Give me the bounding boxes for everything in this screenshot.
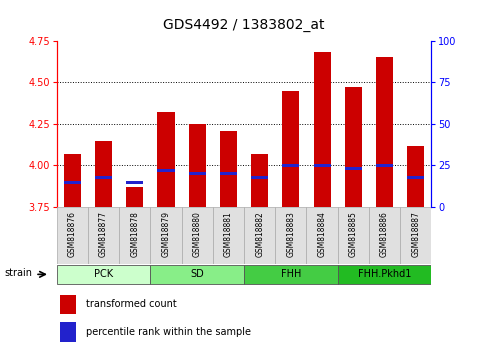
Text: GSM818885: GSM818885 bbox=[349, 211, 358, 257]
FancyBboxPatch shape bbox=[244, 265, 338, 284]
Text: GSM818882: GSM818882 bbox=[255, 211, 264, 257]
FancyBboxPatch shape bbox=[275, 207, 307, 264]
FancyBboxPatch shape bbox=[88, 207, 119, 264]
Text: GSM818887: GSM818887 bbox=[411, 211, 420, 257]
FancyBboxPatch shape bbox=[119, 207, 150, 264]
Bar bbox=[251, 154, 268, 207]
Text: transformed count: transformed count bbox=[86, 299, 176, 309]
FancyBboxPatch shape bbox=[150, 207, 181, 264]
Bar bbox=[157, 169, 175, 172]
Text: GSM818884: GSM818884 bbox=[317, 211, 326, 257]
Text: SD: SD bbox=[190, 269, 204, 279]
Bar bbox=[314, 52, 331, 207]
Bar bbox=[282, 164, 299, 167]
Text: FHH: FHH bbox=[281, 269, 301, 279]
Text: percentile rank within the sample: percentile rank within the sample bbox=[86, 327, 250, 337]
Text: GSM818881: GSM818881 bbox=[224, 211, 233, 257]
Text: GSM818883: GSM818883 bbox=[286, 211, 295, 257]
Bar bbox=[345, 87, 362, 207]
FancyBboxPatch shape bbox=[307, 207, 338, 264]
Bar bbox=[126, 187, 143, 207]
Text: PCK: PCK bbox=[94, 269, 113, 279]
Bar bbox=[189, 124, 206, 207]
Text: GSM818886: GSM818886 bbox=[380, 211, 389, 257]
Text: strain: strain bbox=[4, 268, 33, 278]
Bar bbox=[376, 164, 393, 167]
FancyBboxPatch shape bbox=[181, 207, 213, 264]
Bar bbox=[64, 154, 81, 207]
Bar bbox=[95, 176, 112, 179]
FancyBboxPatch shape bbox=[400, 207, 431, 264]
Bar bbox=[314, 164, 331, 167]
Text: GSM818876: GSM818876 bbox=[68, 211, 77, 257]
Text: GSM818879: GSM818879 bbox=[162, 211, 171, 257]
FancyBboxPatch shape bbox=[244, 207, 275, 264]
Bar bbox=[64, 181, 81, 184]
FancyBboxPatch shape bbox=[57, 265, 150, 284]
Bar bbox=[251, 176, 268, 179]
Bar bbox=[61, 295, 76, 314]
Bar bbox=[407, 145, 424, 207]
Bar bbox=[157, 112, 175, 207]
FancyBboxPatch shape bbox=[338, 207, 369, 264]
Bar bbox=[189, 172, 206, 175]
FancyBboxPatch shape bbox=[213, 207, 244, 264]
Text: GSM818878: GSM818878 bbox=[130, 211, 139, 257]
Text: GSM818880: GSM818880 bbox=[193, 211, 202, 257]
Bar bbox=[282, 91, 299, 207]
Bar bbox=[61, 322, 76, 342]
Text: GSM818877: GSM818877 bbox=[99, 211, 108, 257]
Bar bbox=[220, 131, 237, 207]
Text: GDS4492 / 1383802_at: GDS4492 / 1383802_at bbox=[163, 18, 325, 32]
Text: FHH.Pkhd1: FHH.Pkhd1 bbox=[358, 269, 411, 279]
FancyBboxPatch shape bbox=[150, 265, 244, 284]
Bar bbox=[95, 141, 112, 207]
Bar bbox=[407, 176, 424, 179]
Bar bbox=[220, 172, 237, 175]
FancyBboxPatch shape bbox=[338, 265, 431, 284]
Bar bbox=[126, 181, 143, 184]
Bar bbox=[345, 167, 362, 170]
Bar bbox=[376, 57, 393, 207]
FancyBboxPatch shape bbox=[57, 207, 88, 264]
FancyBboxPatch shape bbox=[369, 207, 400, 264]
